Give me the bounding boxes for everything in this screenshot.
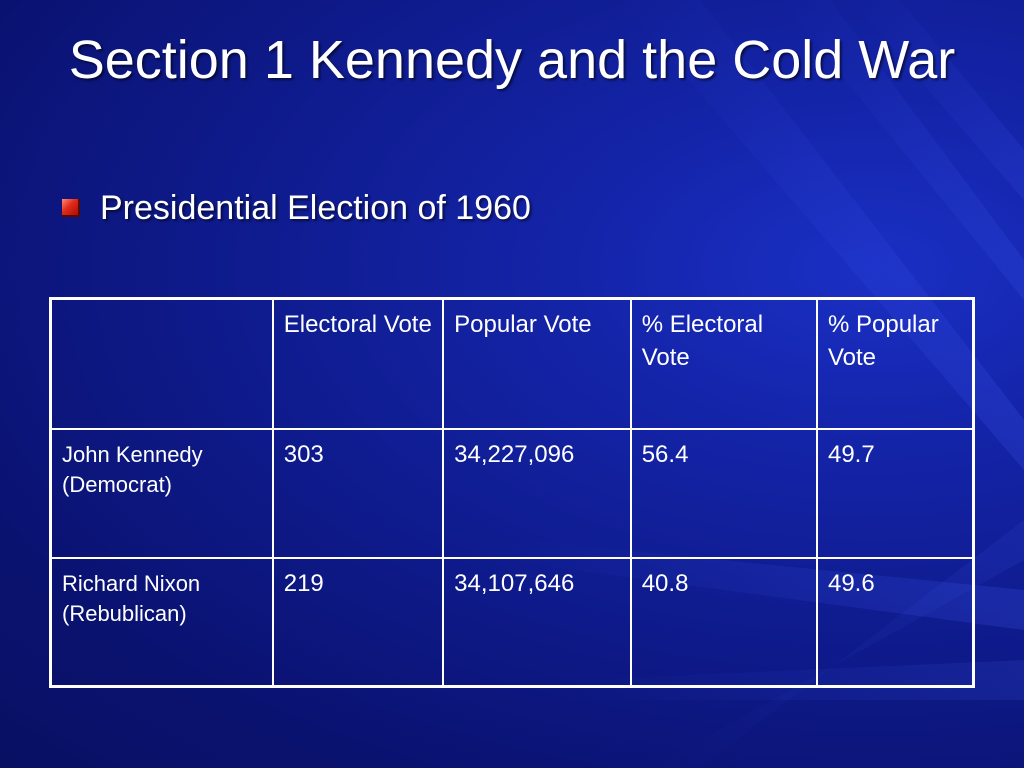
red-square-bullet-icon [62,199,80,217]
candidate-party: (Democrat) [62,471,173,497]
row-label-kennedy: John Kennedy (Democrat) [49,427,274,559]
table-cell: 40.8 [629,556,818,688]
candidate-name: Richard Nixon [62,570,201,596]
table-cell: 34,227,096 [442,427,632,559]
header-cell-electoral-vote: Electoral Vote [271,297,445,430]
table-cell: 49.6 [815,556,975,688]
header-cell-empty [49,297,274,430]
table-row: John Kennedy (Democrat) 303 34,227,096 5… [49,427,975,559]
bullet-text: Presidential Election of 1960 [100,189,531,227]
table-row: Richard Nixon (Rebublican) 219 34,107,64… [49,556,975,688]
candidate-party: (Rebublican) [62,600,187,626]
table-cell: 303 [271,427,445,559]
header-cell-percent-popular: % Popular Vote [815,297,975,430]
table-header-row: Electoral Vote Popular Vote % Electoral … [49,297,975,430]
table-cell: 34,107,646 [442,556,632,688]
bullet-item: Presidential Election of 1960 [62,188,531,228]
slide-title: Section 1 Kennedy and the Cold War [68,30,956,90]
table-cell: 56.4 [629,427,818,559]
election-results-table: Electoral Vote Popular Vote % Electoral … [49,297,975,688]
candidate-name: John Kennedy [62,441,203,467]
table-cell: 219 [271,556,445,688]
table-cell: 49.7 [815,427,975,559]
header-cell-popular-vote: Popular Vote [442,297,632,430]
header-cell-percent-electoral: % Electoral Vote [629,297,818,430]
row-label-nixon: Richard Nixon (Rebublican) [49,556,274,688]
